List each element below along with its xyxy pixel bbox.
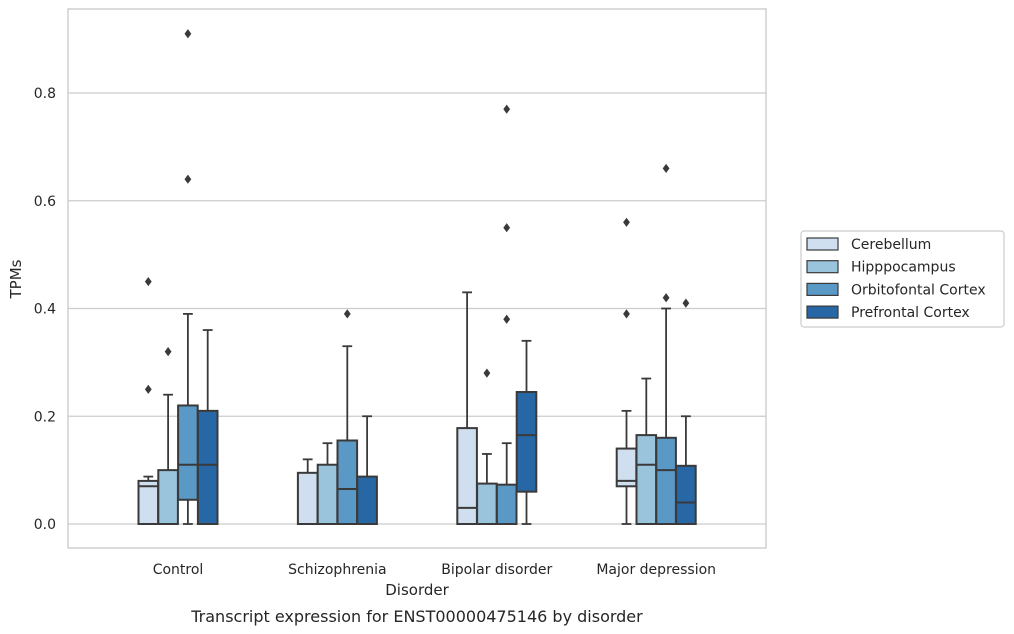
legend-swatch	[806, 260, 839, 274]
iqr-box	[675, 464, 697, 526]
box-orbitofontal-cortex	[336, 309, 359, 525]
outlier-point	[682, 298, 690, 308]
outlier-point	[503, 104, 511, 114]
iqr-box	[157, 469, 179, 525]
y-tick-label: 0.8	[34, 86, 56, 102]
x-tick-label: Major depression	[596, 562, 716, 578]
y-tick-labels: 0.0 0.2 0.4 0.6 0.8	[34, 86, 56, 533]
box-groups	[137, 29, 697, 526]
box-hipppocampus	[316, 442, 339, 525]
iqr-box	[495, 483, 518, 526]
iqr-box	[515, 391, 538, 493]
box-prefrontal-cortex	[515, 339, 538, 525]
box-cerebellum	[456, 291, 478, 526]
iqr-box	[137, 479, 160, 525]
legend-frame	[800, 230, 1005, 328]
box-cerebellum	[296, 458, 319, 526]
outlier-point	[144, 276, 152, 287]
legend-label: Hipppocampus	[851, 260, 956, 276]
outlier-point	[623, 217, 630, 227]
x-tick-labels: Control Schizophrenia Bipolar disorder Majo…	[153, 562, 716, 578]
legend-swatch	[806, 305, 839, 319]
outlier-point	[662, 163, 670, 174]
legend-label: Orbitofontal Cortex	[851, 282, 986, 298]
outlier-point	[503, 314, 511, 324]
legend: Cerebellum Hipppocampus Orbitofontal Corte…	[800, 230, 1005, 328]
legend-label: Prefrontal Cortex	[851, 305, 970, 321]
box-prefrontal-cortex	[196, 329, 219, 525]
iqr-box	[356, 475, 378, 525]
box-orbitofontal-cortex	[177, 29, 199, 525]
iqr-box	[316, 463, 339, 525]
box-cerebellum	[615, 217, 638, 525]
iqr-box	[456, 427, 478, 526]
x-tick-label: Control	[153, 562, 204, 578]
iqr-box	[177, 404, 199, 501]
y-tick-label: 0.2	[34, 409, 56, 425]
x-axis-title: Disorder	[385, 581, 449, 599]
box-hipppocampus	[157, 347, 179, 525]
x-tick-label: Schizophrenia	[288, 562, 386, 578]
box-cerebellum	[137, 276, 160, 525]
outlier-point	[164, 347, 172, 357]
box-prefrontal-cortex	[675, 298, 697, 526]
outlier-point	[503, 223, 511, 233]
box-orbitofontal-cortex	[655, 163, 677, 525]
y-tick-label: 0.0	[34, 517, 56, 533]
outlier-point	[184, 174, 192, 184]
iqr-box	[476, 482, 498, 525]
box-hipppocampus	[635, 377, 658, 526]
outlier-point	[144, 384, 152, 394]
box-prefrontal-cortex	[356, 415, 378, 525]
legend-swatch	[806, 282, 839, 296]
box-orbitofontal-cortex	[495, 104, 518, 526]
y-tick-label: 0.4	[34, 302, 56, 318]
iqr-box	[635, 434, 658, 526]
outlier-point	[662, 293, 670, 303]
iqr-box	[336, 439, 359, 525]
iqr-box	[296, 471, 319, 526]
outlier-point	[184, 29, 192, 39]
chart-caption: Transcript expression for ENST0000047514…	[190, 607, 643, 626]
legend-swatch	[806, 237, 839, 251]
outlier-point	[343, 309, 351, 319]
box-hipppocampus	[476, 368, 498, 525]
outlier-point	[623, 309, 630, 319]
outlier-point	[483, 368, 491, 378]
iqr-box	[655, 436, 677, 525]
x-tick-label: Bipolar disorder	[441, 562, 552, 578]
y-tick-label: 0.6	[34, 194, 56, 210]
y-axis-title: TPMs	[7, 259, 25, 299]
legend-label: Cerebellum	[851, 237, 931, 253]
plot-frame	[67, 8, 767, 549]
iqr-box	[196, 409, 219, 525]
